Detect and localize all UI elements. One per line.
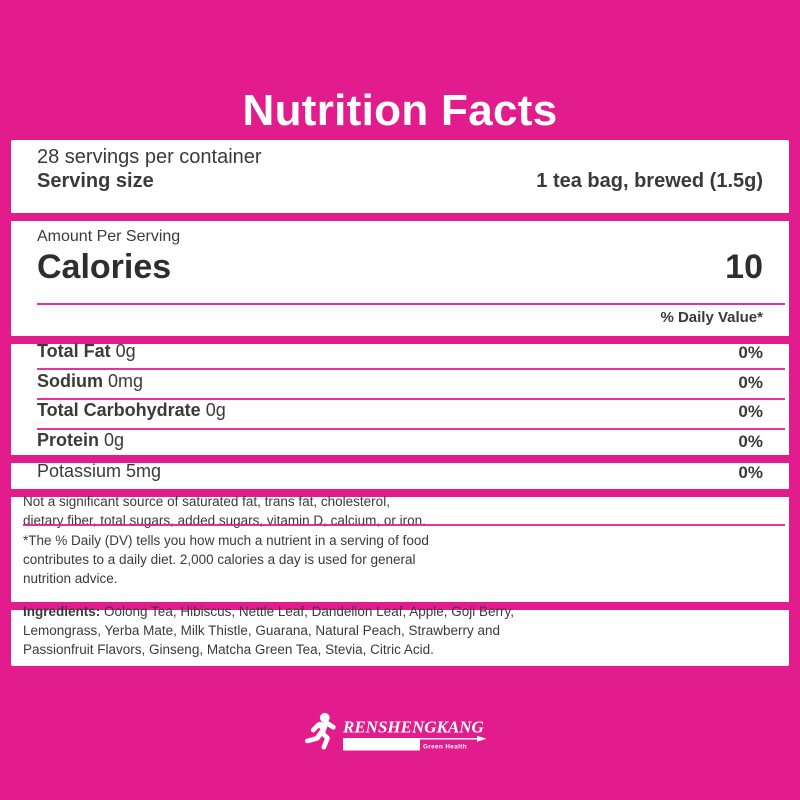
svg-text:Green Health: Green Health (423, 743, 467, 750)
svg-text:RENSHENGKANG: RENSHENGKANG (342, 718, 484, 737)
